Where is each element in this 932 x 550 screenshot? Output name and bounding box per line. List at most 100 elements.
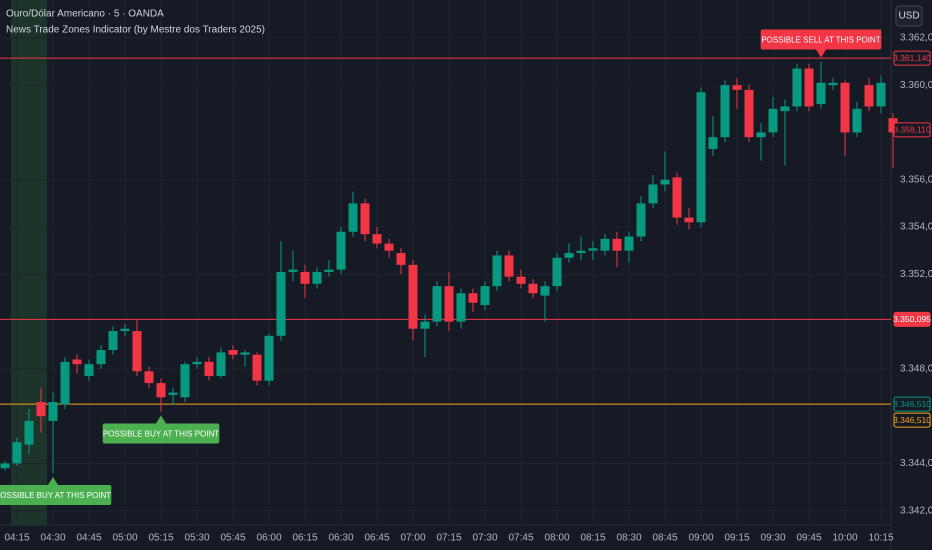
signal-annotation: POSSIBLE SELL AT THIS POINT <box>760 29 882 58</box>
x-tick-label: 09:45 <box>796 533 821 544</box>
candle-body <box>540 286 550 296</box>
candle-body <box>636 203 646 237</box>
signal-annotation: POSSIBLE BUY AT THIS POINT <box>0 476 112 505</box>
candle-body <box>228 350 238 355</box>
candle-body <box>552 257 562 287</box>
x-tick-label: 04:30 <box>40 533 65 544</box>
price-label-box <box>893 50 931 66</box>
price-label: 3.358,110 <box>893 125 930 135</box>
x-tick-label: 04:15 <box>4 533 29 544</box>
candle-body <box>384 243 394 251</box>
candle-body <box>588 248 598 251</box>
candle-body <box>456 293 466 322</box>
candle-body <box>576 250 586 254</box>
candle-body <box>876 82 886 107</box>
price-label: 3.361,140 <box>893 53 931 63</box>
candle-body <box>804 68 814 107</box>
annotation-text: POSSIBLE BUY AT THIS POINT <box>0 491 111 500</box>
x-tick-label: 04:45 <box>76 533 101 544</box>
candle-body <box>48 402 58 421</box>
candle-body <box>168 392 178 395</box>
y-tick-label: 3.352,000 <box>900 269 932 280</box>
y-tick-label: 3.354,000 <box>900 222 932 233</box>
candle-body <box>108 331 118 350</box>
price-label-box <box>893 396 931 412</box>
candle-body <box>204 361 214 377</box>
x-tick-label: 05:45 <box>220 533 245 544</box>
x-tick-label: 07:45 <box>508 533 533 544</box>
currency-button[interactable] <box>895 5 923 27</box>
candle-body <box>468 293 478 303</box>
candle-body <box>744 89 754 138</box>
x-tick-label: 05:00 <box>112 533 137 544</box>
annotation-pointer <box>156 415 166 424</box>
price-label-box <box>893 311 931 327</box>
candle-body <box>564 253 574 258</box>
candle-body <box>96 350 106 365</box>
candle-body <box>396 253 406 265</box>
candle-body <box>252 354 262 381</box>
y-tick-label: 3.344,000 <box>900 458 932 469</box>
x-tick-label: 07:00 <box>400 533 425 544</box>
candle-body <box>240 352 250 355</box>
y-tick-label: 3.342,000 <box>900 505 932 516</box>
price-label-box <box>893 122 931 138</box>
candle-body <box>420 321 430 329</box>
candle-body <box>708 137 718 149</box>
candle-body <box>600 238 610 251</box>
annotation-pointer <box>816 49 826 58</box>
symbol-title: Ouro/Dólar Americano · 5 · OANDA <box>6 9 164 20</box>
candle-body <box>84 364 94 377</box>
candle-body <box>360 203 370 235</box>
x-tick-label: 09:15 <box>724 533 749 544</box>
candle-body <box>372 234 382 244</box>
candle-body <box>840 82 850 133</box>
x-tick-label: 05:30 <box>184 533 209 544</box>
candle-body <box>276 271 286 336</box>
currency-label[interactable]: USD <box>898 11 919 22</box>
price-label: 3.346,510 <box>893 415 931 425</box>
candle-body <box>624 236 634 251</box>
indicator-title: News Trade Zones Indicator (by Mestre do… <box>6 25 265 36</box>
y-tick-label: 3.348,000 <box>900 364 932 375</box>
annotation-text: POSSIBLE SELL AT THIS POINT <box>761 36 880 45</box>
candle-body <box>60 361 70 405</box>
price-label: 3.346,510 <box>893 399 931 409</box>
annotation-text: POSSIBLE BUY AT THIS POINT <box>103 430 219 439</box>
candle-body <box>36 402 46 417</box>
annotation-box <box>0 484 112 505</box>
x-tick-label: 10:00 <box>832 533 857 544</box>
candle-body <box>504 255 514 277</box>
y-tick-label: 3.362,000 <box>900 32 932 43</box>
x-tick-label: 06:15 <box>292 533 317 544</box>
candle-body <box>492 255 502 287</box>
candle-body <box>888 118 898 133</box>
signal-annotation: POSSIBLE BUY AT THIS POINT <box>102 415 220 444</box>
candle-body <box>12 442 22 464</box>
candle-body <box>120 328 130 332</box>
candle-body <box>288 269 298 272</box>
candle-body <box>408 264 418 329</box>
candle-body <box>336 231 346 270</box>
candle-body <box>780 106 790 112</box>
candle-body <box>192 361 202 365</box>
candle-body <box>672 177 682 218</box>
price-label-box <box>893 412 931 428</box>
candle-body <box>648 184 658 204</box>
candle-body <box>696 92 706 223</box>
candle-body <box>720 85 730 138</box>
candle-body <box>732 85 742 90</box>
candle-body <box>444 286 454 322</box>
candle-body <box>828 82 838 86</box>
x-tick-label: 05:15 <box>148 533 173 544</box>
candle-body <box>216 352 226 377</box>
x-tick-label: 08:15 <box>580 533 605 544</box>
candle-body <box>756 132 766 138</box>
annotation-box <box>102 423 220 444</box>
candle-body <box>324 269 334 272</box>
x-tick-label: 06:45 <box>364 533 389 544</box>
candle-body <box>144 371 154 384</box>
